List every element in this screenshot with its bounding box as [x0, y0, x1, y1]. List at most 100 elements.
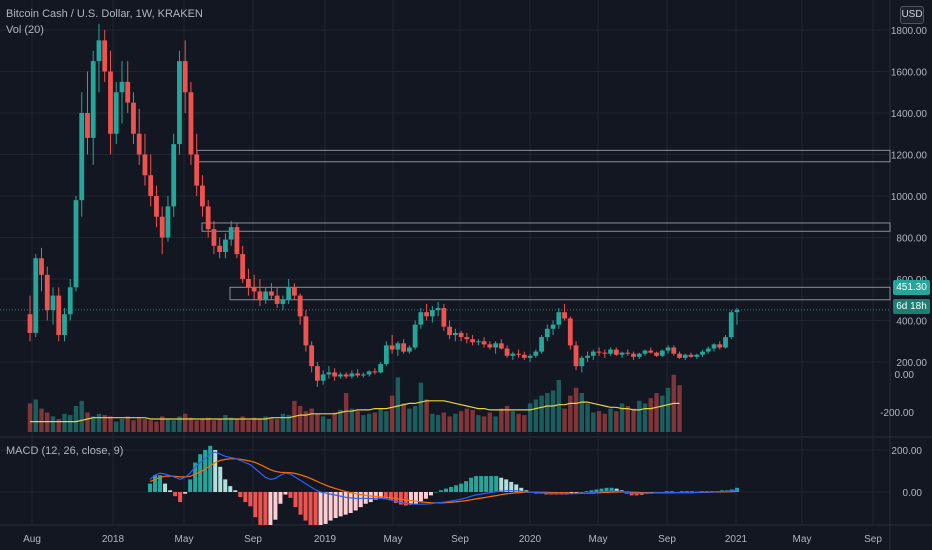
candle [487, 341, 493, 350]
time-tick-label: Sep [658, 534, 676, 545]
candle [613, 347, 619, 356]
candle [452, 328, 458, 342]
volume-bar [458, 411, 464, 432]
bar-countdown-tag: 6d 18h [893, 299, 930, 314]
candle-body [274, 295, 280, 304]
candle-body [694, 354, 700, 357]
candle-body [50, 295, 56, 311]
macd-histogram-bar [599, 488, 604, 492]
resistance-zone [196, 149, 891, 163]
volume-bar [585, 403, 590, 432]
candle-body [263, 291, 269, 300]
price-axis: 200.00400.00600.00800.001000.001200.0014… [880, 26, 927, 499]
volume-bar [504, 406, 510, 432]
time-tick-label: May [384, 534, 403, 545]
candle [292, 283, 297, 300]
volume-bar [96, 413, 102, 432]
macd-histogram-bar [168, 490, 173, 492]
volume-bar [27, 403, 33, 432]
volume-bar [355, 411, 360, 432]
macd-histogram-bar [173, 492, 178, 497]
volume-bar [223, 415, 228, 432]
candle-body [211, 229, 217, 246]
volume-bar [73, 406, 79, 432]
candle-body [516, 353, 521, 355]
volume-bar [315, 413, 320, 432]
volume-bar [142, 419, 148, 432]
currency-button[interactable]: USD [900, 6, 924, 24]
macd-histogram-bar [373, 492, 378, 500]
candle-body [447, 326, 453, 336]
volume-bar [211, 420, 217, 432]
macd-histogram-bar [338, 492, 343, 517]
candle [475, 339, 481, 346]
candle-body [136, 133, 142, 155]
macd-histogram-bar [258, 492, 263, 525]
candle-body [286, 287, 292, 300]
macd-histogram-bar [303, 492, 308, 521]
macd-histogram-bar [594, 489, 599, 492]
volume-bar [91, 416, 96, 432]
volume-bar [412, 406, 418, 432]
candle [435, 301, 441, 317]
volume-bar [619, 403, 625, 432]
candle-body [314, 366, 320, 381]
volume-bar [269, 417, 274, 432]
macd-histogram-bar [423, 492, 428, 499]
volume-bar [435, 415, 441, 432]
volume-bar [556, 380, 562, 432]
candle [723, 335, 728, 349]
volume-bar [372, 412, 378, 432]
candle-body [470, 339, 475, 343]
candle [596, 347, 602, 356]
volume-bar [154, 421, 159, 432]
volume-bar [545, 393, 550, 432]
candle-body [131, 102, 136, 134]
macd-plot [148, 445, 739, 525]
macd-histogram-bar [283, 492, 288, 495]
volume-bar [665, 387, 671, 432]
macd-histogram-bar [454, 485, 459, 492]
candle-body [337, 374, 343, 377]
candle-body [544, 328, 550, 338]
candle-body [452, 332, 458, 336]
candle-body [85, 113, 90, 138]
candle [119, 61, 125, 124]
candle-body [223, 239, 228, 253]
macd-histogram-bar [474, 476, 479, 492]
candle [717, 341, 723, 350]
candle-body [280, 299, 286, 304]
candle-body [688, 354, 694, 357]
candle-body [510, 353, 516, 356]
candle [251, 274, 257, 300]
candle [79, 92, 85, 217]
candle-body [734, 309, 740, 313]
volume-bar [326, 419, 332, 432]
macd-histogram-bar [489, 476, 494, 492]
candle-body [257, 291, 263, 300]
macd-histogram-bar [378, 492, 383, 498]
volume-bar [177, 416, 182, 432]
volume-bar [338, 409, 343, 432]
macd-histogram-bar [228, 486, 233, 492]
macd-histogram-bar [393, 492, 398, 503]
candle [648, 347, 654, 354]
macd-histogram-bar [243, 492, 248, 503]
time-tick-label: Sep [864, 534, 882, 545]
volume-bar [602, 413, 607, 432]
macd-histogram-bar [268, 492, 273, 525]
volume-bar [240, 416, 245, 432]
candle-body [355, 373, 361, 376]
candle [136, 108, 142, 165]
candle-body [113, 92, 119, 134]
candle [556, 308, 562, 329]
candle [544, 324, 550, 342]
candle [246, 268, 251, 296]
volume-bar [56, 419, 61, 432]
volume-tick-label: 0.00 [895, 370, 915, 381]
volume-bar [579, 393, 585, 432]
candlestick-series[interactable] [27, 23, 740, 387]
candle [274, 287, 280, 309]
